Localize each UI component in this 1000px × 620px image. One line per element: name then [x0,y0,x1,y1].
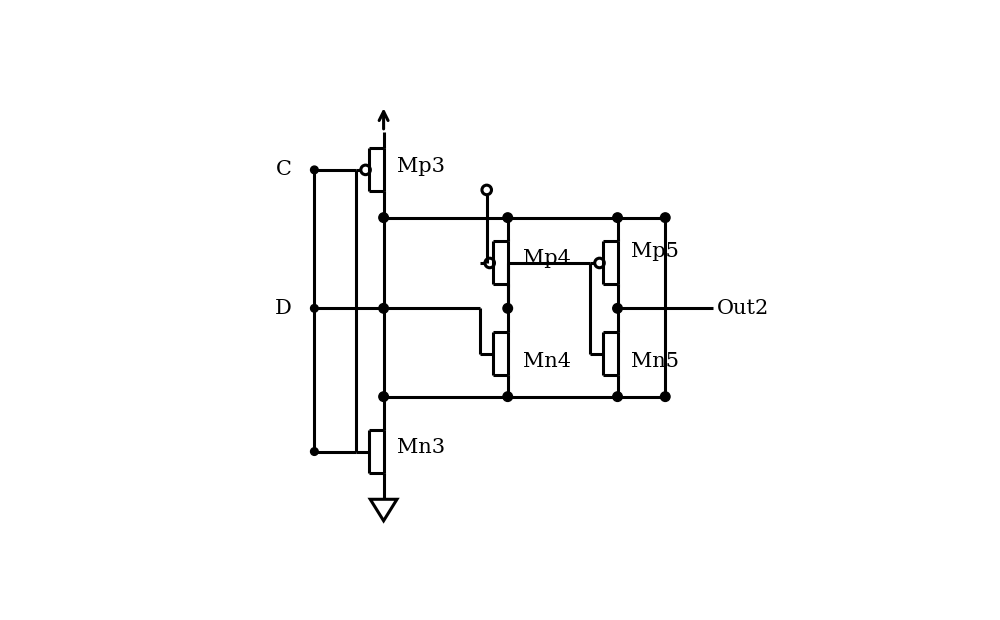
Text: Mn3: Mn3 [397,438,445,457]
Circle shape [311,166,318,174]
Circle shape [613,392,622,401]
Circle shape [613,213,622,223]
Text: Mn4: Mn4 [523,352,571,371]
Circle shape [311,448,318,455]
Text: Mn5: Mn5 [631,352,679,371]
Circle shape [379,213,388,223]
Text: Mp4: Mp4 [523,249,571,268]
Circle shape [613,304,622,313]
Circle shape [503,304,512,313]
Circle shape [660,392,670,401]
Circle shape [660,213,670,223]
Circle shape [379,304,388,313]
Text: Mp5: Mp5 [631,242,679,262]
Circle shape [311,304,318,312]
Circle shape [503,392,512,401]
Text: D: D [275,299,292,318]
Text: Mp3: Mp3 [397,157,445,175]
Circle shape [379,392,388,401]
Circle shape [503,213,512,223]
Text: Out2: Out2 [717,299,769,318]
Text: C: C [276,161,292,179]
